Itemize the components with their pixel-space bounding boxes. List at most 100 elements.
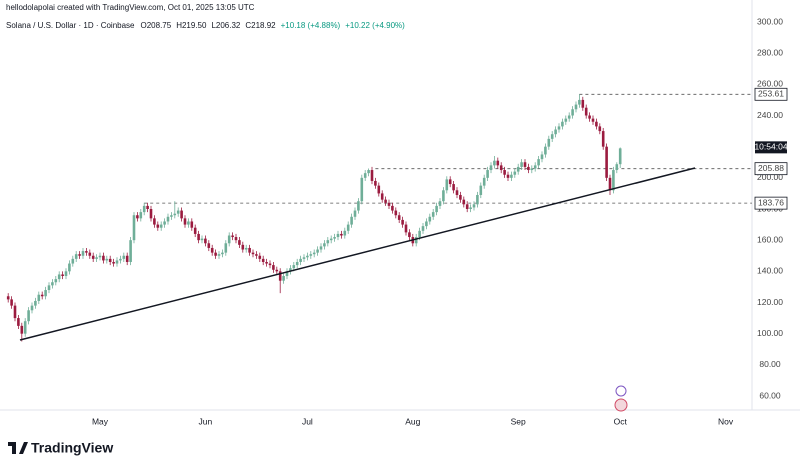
candle-body [40,294,44,297]
legend-value: H219.50 [176,21,207,30]
candle-body [129,240,132,262]
candle-body [421,226,425,231]
candle-body [312,252,316,255]
logo: TradingView [8,440,113,456]
candle-body [404,224,408,233]
candle-body [414,237,418,244]
candle-body [23,321,27,334]
y-tick-label: 80.00 [759,359,781,369]
x-tick-label: Jul [302,416,313,426]
candle-body [333,237,336,239]
candle-body [102,255,105,261]
candle-body [47,285,51,291]
candle-body [374,180,377,186]
candle-body [295,261,299,266]
x-tick-label: Aug [405,416,420,426]
candle-body [452,184,455,191]
candle-body [34,300,37,306]
candle-body [193,227,197,234]
candle-body [187,221,190,225]
x-tick-label: May [92,416,109,426]
trendline [19,167,696,341]
candle-body [591,118,595,122]
candle-body [163,221,166,225]
candle-body [231,235,234,238]
candle-body [125,255,129,262]
candle-body [506,174,510,178]
candle-body [275,269,279,272]
candle-body [544,146,547,155]
candle-body [122,255,126,259]
candle-body [302,257,306,259]
candle-body [289,268,292,272]
candle-body [482,177,486,186]
event-icon[interactable] [614,398,628,412]
legend-value: L206.32 [211,21,240,30]
candle-body [183,218,187,225]
candle-body [132,215,136,241]
candle-body [204,238,207,244]
candle-body [234,237,238,241]
x-tick-label: Jun [199,416,213,426]
candle-body [448,179,452,185]
candle-body [370,170,374,181]
candle-body [540,154,544,160]
candle-body [319,246,323,250]
candle-body [598,126,602,132]
candle-body [282,276,285,281]
legend-value: +10.22 (+4.90%) [345,21,405,30]
candle-body [425,221,428,227]
candle-body [108,258,112,262]
candle-body [176,210,180,214]
candle-body [156,224,160,228]
candle-body [513,171,517,175]
price-tag-label: 253.61 [758,89,784,99]
candle-body [574,104,578,110]
candle-body [329,238,333,241]
candle-body [445,179,449,191]
candle-body [17,318,20,326]
candle-body [601,131,605,147]
candle-body [472,204,476,208]
candle-body [336,233,340,238]
candle-body [503,170,506,175]
candle-body [238,240,241,245]
candle-body [554,129,557,135]
candle-body [527,166,530,171]
candle-body [81,251,85,256]
candle-body [367,170,370,174]
price-tag [754,162,788,176]
candle-body [27,310,30,322]
x-tick-label: Sep [511,416,526,426]
candle-body [571,109,574,116]
candle-body [85,251,88,253]
candle-body [459,194,462,200]
candle-body [255,254,258,256]
x-tick-label: Oct [614,416,628,426]
candle-body [523,162,527,167]
candle-body [6,296,10,300]
candle-body [343,230,347,236]
candle-body [537,159,540,166]
candle-body [462,199,466,205]
candle-body [207,243,211,248]
candle-body [272,265,275,270]
candle-body [54,279,58,283]
candle-body [74,254,78,259]
candle-body [112,261,115,264]
candle-body [159,224,163,228]
candle-body [530,168,534,171]
y-tick-label: 240.00 [757,110,783,120]
candle-body [615,164,619,171]
candle-body [268,263,272,266]
candle-body [44,290,47,297]
candle-body [438,201,442,206]
legend-value: C218.92 [245,21,276,30]
candle-body [486,170,489,178]
candle-body [493,160,496,166]
candle-body [170,215,173,217]
candle-body [261,258,265,262]
event-icon[interactable] [615,385,627,397]
candle-body [200,238,204,241]
